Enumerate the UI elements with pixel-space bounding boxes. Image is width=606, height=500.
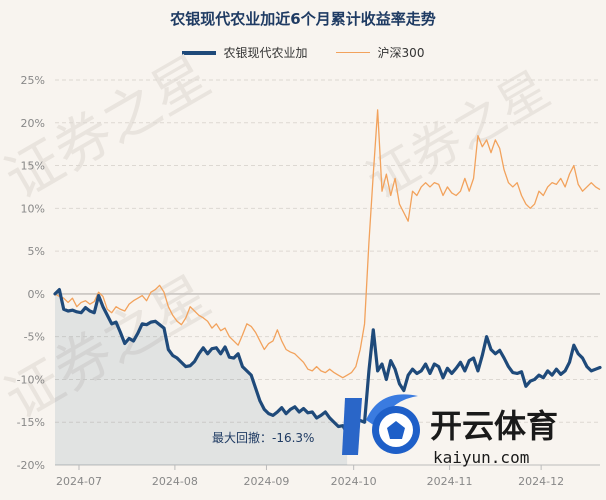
y-tick-label: 15%: [21, 160, 45, 173]
x-tick-label: 2024-07: [56, 475, 102, 488]
legend-label-index: 沪深300: [377, 46, 425, 60]
logo-bar-shape: [342, 398, 362, 455]
legend-swatch-index: [335, 52, 370, 53]
y-tick-label: -10%: [17, 373, 45, 386]
y-tick-label: -20%: [17, 459, 45, 472]
y-tick-label: 5%: [28, 245, 45, 258]
chart-title: 农银现代农业加近6个月累计收益率走势: [170, 10, 436, 28]
y-tick-label: -15%: [17, 416, 45, 429]
legend-label-fund: 农银现代农业加: [223, 46, 308, 60]
x-tick-label: 2024-10: [331, 475, 377, 488]
x-tick-label: 2024-11: [427, 475, 473, 488]
y-tick-label: 25%: [21, 74, 45, 87]
max-drawdown-label: 最大回撤：-16.3%: [212, 430, 314, 445]
drawdown-shaded-area: [55, 289, 348, 465]
drawdown-annotation: 最大回撤：-16.3%: [212, 430, 314, 445]
y-tick-label: -5%: [24, 331, 45, 344]
legend-item-fund[interactable]: 农银现代农业加: [181, 44, 308, 61]
y-axis: 25% 20% 15% 10% 5% 0% -5% -10% -15% -20%: [17, 74, 45, 472]
y-tick-label: 20%: [21, 117, 45, 130]
y-tick-label: 10%: [21, 202, 45, 215]
watermark-text: 证券之星: [357, 60, 559, 210]
series-line-hs300: [54, 109, 601, 379]
legend-item-index[interactable]: 沪深300: [335, 44, 425, 61]
series-line-fund: [53, 288, 602, 435]
plot-area: [53, 109, 602, 465]
chart-legend: 农银现代农业加 沪深300: [0, 44, 606, 61]
y-tick-label: 0%: [28, 288, 45, 301]
logo: 开云体育 kaiyun.com: [342, 394, 558, 467]
x-tick-label: 2024-09: [243, 475, 289, 488]
grid-lines: [55, 79, 600, 466]
x-tick-label: 2024-08: [152, 475, 198, 488]
logo-ball-pentagon-shape: [387, 421, 405, 439]
logo-text-sub: kaiyun.com: [433, 448, 529, 467]
x-axis: 2024-07 2024-08 2024-09 2024-10 2024-11 2024-…: [55, 464, 600, 488]
x-tick-label: 2024-12: [518, 475, 564, 488]
logo-text-main: 开云体育: [430, 407, 558, 445]
legend-swatch-fund: [181, 50, 216, 55]
